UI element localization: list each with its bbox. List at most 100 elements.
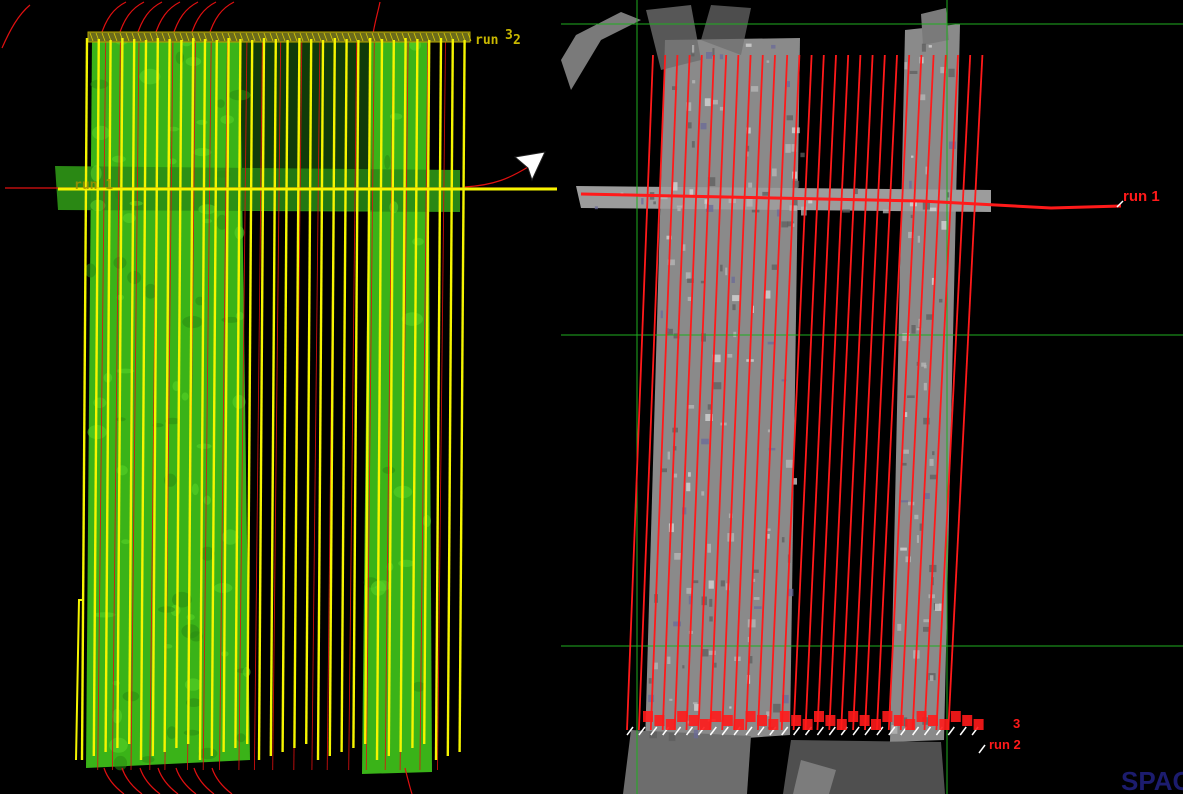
- imagery-texture: [707, 177, 716, 186]
- red-flight-line: [661, 54, 691, 731]
- imagery-fragment: [623, 730, 751, 794]
- line-end-tick: [864, 726, 872, 736]
- imagery-texture: [792, 478, 797, 485]
- flight-path-curve: [404, 767, 413, 794]
- imagery-texture: [641, 198, 644, 205]
- imagery-texture: [781, 379, 787, 382]
- line-end-tick: [959, 726, 967, 736]
- imagery-texture: [767, 429, 771, 433]
- imagery-texture: [711, 99, 718, 105]
- imagery-texture: [720, 264, 723, 272]
- right-map-view[interactable]: run 1 run 2 3 SPAC: [561, 0, 1183, 794]
- imagery-texture: [771, 44, 776, 49]
- imagery-texture: [673, 621, 681, 627]
- imagery-texture: [765, 290, 771, 299]
- overlapping-label-block: [962, 715, 973, 726]
- red-flight-line: [899, 54, 935, 731]
- run-2-strip-hatch: [353, 32, 358, 42]
- imagery-texture: [791, 223, 795, 227]
- imagery-texture: [766, 60, 770, 63]
- imagery-texture: [776, 209, 780, 217]
- mosaic-texture: [141, 756, 155, 763]
- run-1-cross-strip: [5, 187, 557, 191]
- imagery-texture: [766, 711, 770, 717]
- run-2-strip-hatch: [347, 32, 352, 42]
- imagery-texture: [667, 259, 675, 266]
- run-2-strip-hatch: [467, 32, 472, 42]
- mosaic-texture: [175, 51, 185, 64]
- imagery-texture: [668, 733, 676, 742]
- overlapping-label-block: [916, 711, 927, 722]
- red-flight-line: [709, 54, 740, 731]
- imagery-fragment: [921, 8, 949, 45]
- run-2-strip-hatch: [173, 32, 178, 42]
- imagery-texture: [700, 123, 707, 130]
- imagery-texture: [767, 341, 775, 345]
- imagery-texture: [921, 362, 927, 367]
- run-1-label-left: run 1: [74, 178, 113, 193]
- run-2-strip-hatch: [395, 32, 400, 42]
- run-2-strip-hatch: [191, 32, 196, 42]
- overlapping-label-block: [939, 719, 950, 730]
- yellow-flight-line: [163, 38, 171, 753]
- run-2-strip-hatch: [383, 32, 388, 42]
- flight-path-line: [111, 39, 121, 771]
- yellow-flight-line: [281, 39, 289, 753]
- overlapping-label-block: [791, 715, 802, 726]
- run-2-strip-hatch: [89, 32, 94, 42]
- overlapping-label-block: [905, 719, 916, 730]
- run-2-strip-hatch: [107, 32, 112, 42]
- run-2-strip-hatch: [263, 32, 268, 42]
- left-map-view[interactable]: run 1 run 3 2: [0, 0, 557, 794]
- run-2-strip-hatch: [275, 32, 280, 42]
- imagery-texture: [946, 192, 950, 198]
- mosaic-texture: [193, 148, 212, 157]
- mosaic-texture: [144, 283, 157, 299]
- imagery-texture: [900, 547, 907, 551]
- red-flight-line: [852, 54, 886, 731]
- imagery-texture: [731, 276, 735, 283]
- mosaic-texture: [199, 546, 215, 561]
- flight-path-line: [419, 39, 429, 771]
- imagery-texture: [787, 81, 790, 88]
- yellow-flight-line: [151, 37, 159, 757]
- run-2-strip-hatch: [311, 32, 316, 42]
- run-2-strip-hatch: [389, 32, 394, 42]
- imagery-texture: [701, 333, 706, 342]
- imagery-texture: [709, 598, 713, 607]
- line-end-tick: [912, 726, 920, 736]
- red-flight-line: [745, 54, 776, 731]
- overlapping-label-block: [973, 719, 984, 730]
- mosaic-texture: [196, 443, 212, 449]
- mosaic-texture: [235, 311, 245, 321]
- flight-path-line: [219, 39, 228, 771]
- right-map-canvas[interactable]: run 1 run 2 3 SPAC: [561, 0, 1183, 794]
- imagery-texture: [786, 115, 793, 121]
- yellow-flight-line: [257, 37, 266, 761]
- mosaic-block: [240, 40, 372, 210]
- imagery-texture: [919, 94, 926, 101]
- imagery-fragment: [793, 760, 836, 794]
- imagery-texture: [773, 703, 781, 713]
- imagery-texture: [686, 405, 695, 409]
- imagery-texture: [782, 694, 789, 704]
- yellow-flight-line: [305, 38, 313, 745]
- imagery-texture: [753, 597, 760, 600]
- red-flight-line: [887, 54, 923, 731]
- imagery-fragment: [646, 5, 701, 70]
- flight-path-line: [348, 39, 358, 771]
- imagery-texture: [746, 197, 753, 207]
- imagery-texture: [686, 587, 693, 594]
- line-end-tick: [888, 726, 896, 736]
- red-flight-line: [768, 54, 801, 731]
- run-label-top-number: 3: [505, 28, 513, 43]
- imagery-texture: [661, 468, 667, 473]
- imagery-texture: [704, 199, 709, 204]
- left-map-canvas[interactable]: run 1 run 3 2: [0, 0, 557, 794]
- imagery-texture: [725, 267, 728, 276]
- yellow-flight-line: [316, 39, 325, 761]
- imagery-texture: [671, 182, 678, 191]
- imagery-texture: [929, 675, 934, 681]
- yellow-flight-line: [387, 39, 395, 757]
- flight-path-curve: [175, 767, 197, 794]
